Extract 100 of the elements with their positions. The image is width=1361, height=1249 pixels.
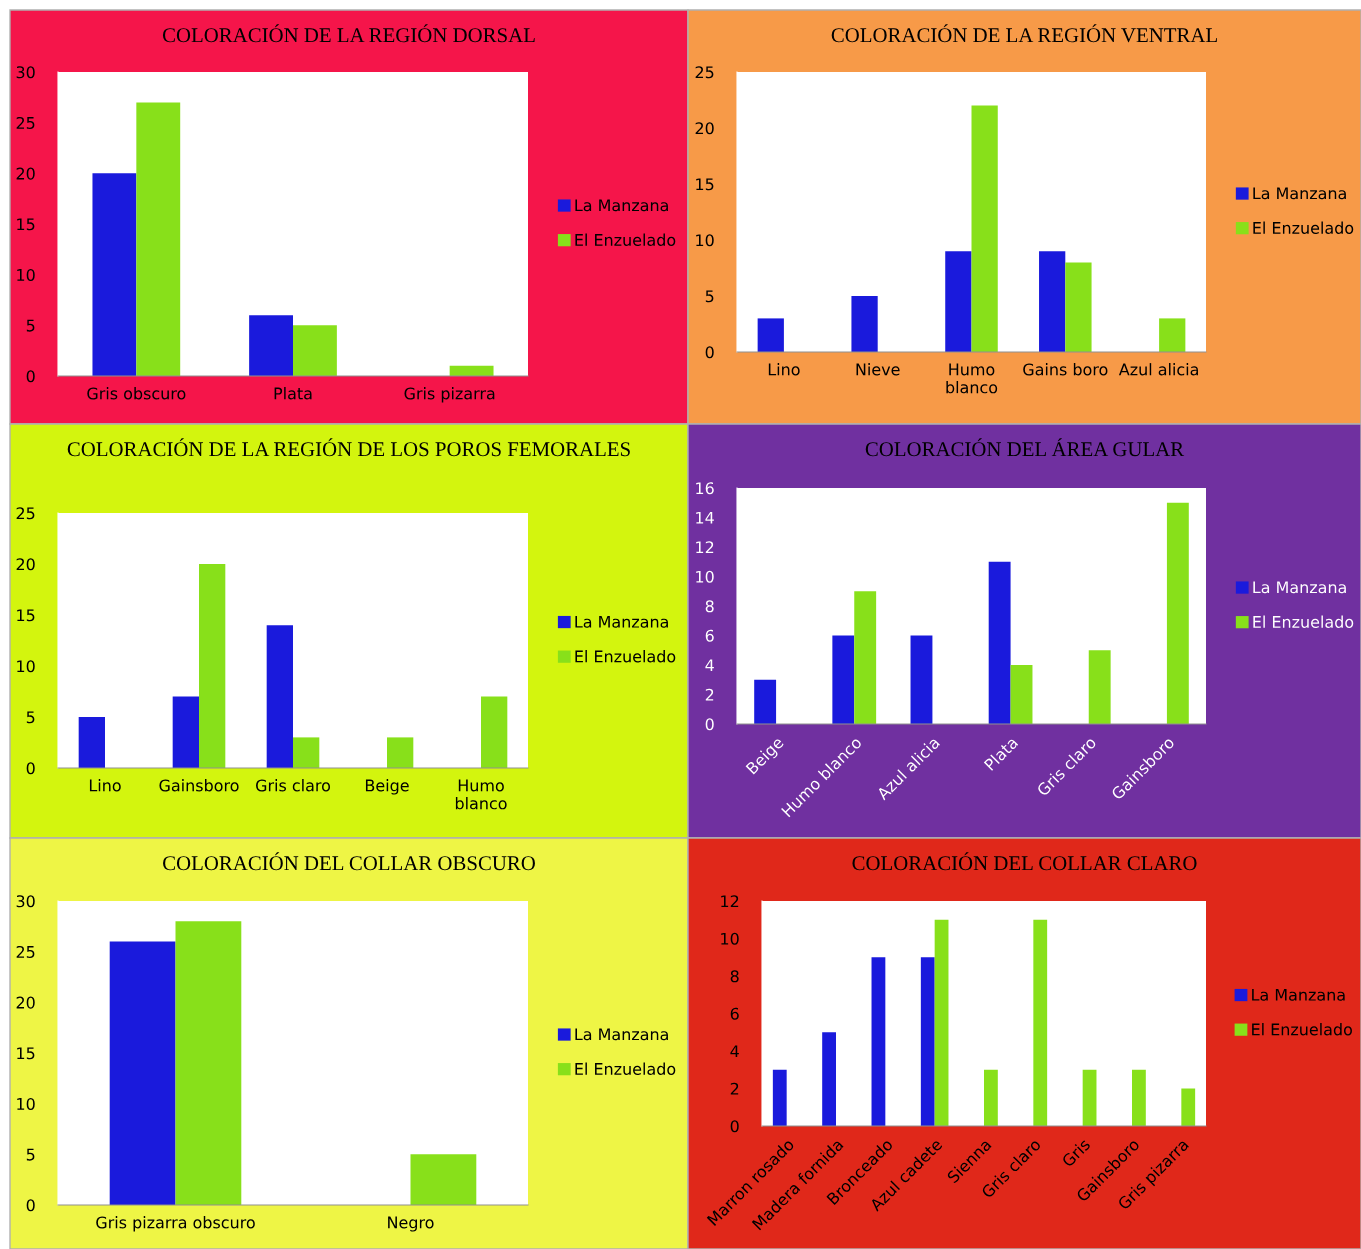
bar: [832, 635, 855, 724]
y-tick-label: 15: [17, 218, 35, 231]
legend-label: La Manzana: [1253, 187, 1346, 200]
bar: [1082, 1069, 1097, 1126]
bar: [172, 696, 199, 768]
y-tick-label: 20: [16, 996, 35, 1009]
bar: [1039, 251, 1066, 352]
bar: [175, 921, 242, 1205]
bar: [920, 957, 935, 1126]
legend-label: El Enzuelado: [1252, 1023, 1352, 1036]
y-tick-label: 30: [16, 66, 35, 79]
chart-title: COLORACIÓN DE LA REGIÓN VENTRAL: [831, 24, 1217, 43]
chart-title: COLORACIÓN DEL COLLAR CLARO: [852, 852, 1197, 871]
y-tick-label: 5: [26, 1148, 35, 1161]
y-tick-label: 15: [17, 1047, 35, 1060]
bar: [971, 105, 998, 352]
y-tick-label: 6: [730, 1007, 739, 1020]
x-tick-label: Humo blanco: [455, 779, 507, 810]
y-tick-label: 30: [16, 895, 35, 908]
bar: [934, 919, 949, 1126]
x-tick-label: Lino: [89, 779, 121, 792]
legend-label: La Manzana: [575, 1028, 668, 1041]
bar: [481, 696, 508, 768]
bar: [822, 1032, 836, 1126]
x-tick-label: Lino: [768, 363, 800, 376]
y-tick-label: 10: [17, 660, 35, 673]
bar: [387, 737, 414, 768]
chart-title: COLORACIÓN DEL ÁREA GULAR: [865, 438, 1185, 457]
bar: [136, 102, 181, 376]
x-tick-label: Nieve: [856, 363, 900, 376]
y-tick-label: 12: [721, 895, 739, 908]
y-tick-label: 8: [730, 970, 739, 983]
bar: [757, 318, 784, 352]
bar: [266, 625, 293, 768]
y-tick-label: 5: [705, 290, 714, 303]
legend-label: El Enzuelado: [575, 233, 676, 246]
y-tick-label: 20: [695, 122, 714, 135]
x-tick-label: Negro: [388, 1216, 434, 1232]
y-tick-label: 12: [696, 541, 714, 554]
y-tick-label: 0: [26, 762, 35, 775]
y-tick-label: 4: [705, 659, 714, 672]
y-tick-label: 25: [695, 66, 714, 79]
y-tick-label: 2: [705, 688, 714, 701]
legend-label: El Enzuelado: [1253, 615, 1354, 628]
y-tick-label: 25: [16, 945, 35, 958]
chart-title: COLORACIÓN DE LA REGIÓN DE LOS POROS FEMORALES: [67, 438, 630, 457]
y-tick-label: 0: [705, 346, 714, 359]
legend-label: La Manzana: [1253, 581, 1346, 594]
bar: [854, 591, 877, 724]
legend-label: La Manzana: [575, 615, 668, 628]
legend-label: La Manzana: [575, 199, 668, 212]
bar: [851, 296, 878, 352]
bar: [871, 957, 886, 1126]
bar: [1065, 262, 1092, 352]
bar: [410, 1154, 477, 1205]
x-tick-label: Humo blanco: [946, 363, 998, 394]
bar: [1166, 502, 1189, 724]
y-tick-label: 16: [696, 482, 714, 495]
y-tick-label: 15: [17, 609, 35, 622]
y-tick-label: 20: [16, 167, 35, 180]
x-tick-label: Gainsboro: [159, 779, 239, 792]
y-tick-label: 5: [26, 711, 35, 724]
y-tick-label: 25: [16, 507, 35, 520]
y-tick-label: 14: [696, 511, 714, 524]
bar: [1010, 665, 1033, 724]
y-tick-label: 10: [17, 268, 35, 281]
chart-title: COLORACIÓN DE LA REGIÓN DORSAL: [162, 24, 535, 43]
x-tick-label: Gains boro: [1023, 363, 1108, 376]
y-tick-label: 10: [17, 1097, 35, 1110]
bar: [78, 717, 105, 768]
bar: [1033, 919, 1048, 1126]
y-tick-label: 10: [696, 234, 714, 247]
bar: [772, 1069, 787, 1126]
y-tick-label: 10: [696, 570, 714, 583]
y-tick-label: 4: [730, 1045, 739, 1058]
x-tick-label: Gris pizarra obscuro: [96, 1216, 255, 1232]
y-tick-label: 0: [26, 1199, 35, 1212]
x-tick-label: Gris pizarra: [404, 387, 495, 403]
bar: [945, 251, 972, 352]
y-tick-label: 15: [696, 178, 714, 191]
bar: [1088, 650, 1111, 724]
x-tick-label: Plata: [274, 387, 312, 400]
bar: [293, 737, 320, 768]
legend-label: El Enzuelado: [575, 650, 676, 663]
chart-title: COLORACIÓN DEL COLLAR OBSCURO: [163, 852, 535, 871]
bar: [109, 941, 176, 1205]
x-tick-label: Azul alicia: [1118, 363, 1198, 376]
legend-label: El Enzuelado: [1253, 221, 1354, 234]
bar: [1181, 1088, 1196, 1126]
x-tick-label: Gris obscuro: [87, 387, 186, 400]
bar: [199, 564, 226, 768]
y-tick-label: 20: [16, 558, 35, 571]
bar: [249, 315, 293, 376]
legend-label: El Enzuelado: [575, 1062, 676, 1075]
bar: [910, 635, 933, 724]
y-tick-label: 2: [730, 1082, 739, 1095]
y-tick-label: 8: [705, 600, 714, 613]
y-tick-label: 25: [16, 116, 35, 129]
y-tick-label: 6: [705, 629, 714, 642]
x-tick-label: Beige: [365, 779, 409, 795]
